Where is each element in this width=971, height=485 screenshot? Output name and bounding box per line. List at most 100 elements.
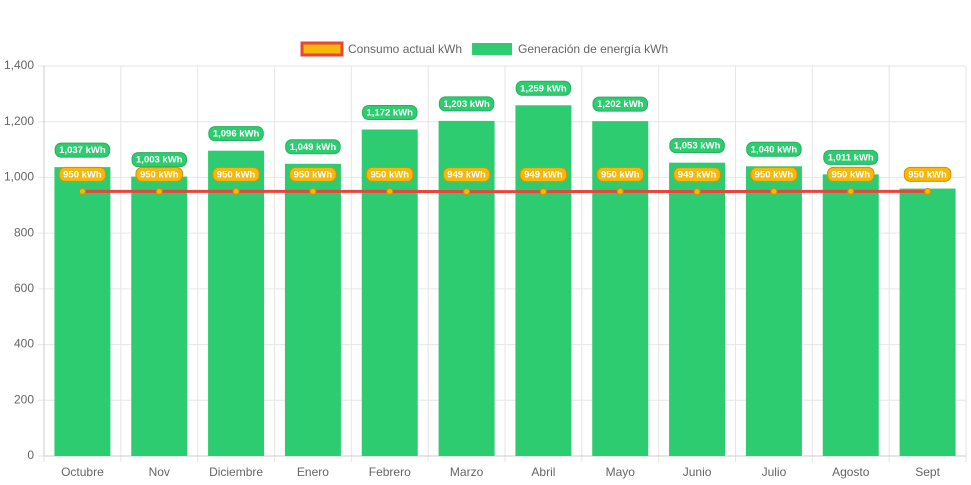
bar-value-label: 1,037 kWh xyxy=(54,142,111,158)
bar xyxy=(361,129,418,456)
bar-value-label: 1,053 kWh xyxy=(669,138,725,154)
value-label: 1,203 kWh xyxy=(443,99,490,110)
bar-value-label: 1,259 kWh xyxy=(515,80,572,96)
value-label: 950 kWh xyxy=(755,169,794,180)
line-value-label: 950 kWh xyxy=(135,166,184,182)
value-label: 949 kWh xyxy=(678,170,717,181)
bar-value-label: 1,011 kWh xyxy=(823,149,879,165)
value-label-box xyxy=(362,105,418,121)
value-label-box xyxy=(592,96,648,112)
y-tick-label: 0 xyxy=(27,448,34,462)
y-tick-label: 1,400 xyxy=(4,58,34,72)
line-value-label: 950 kWh xyxy=(365,166,414,182)
line-value-label: 950 kWh xyxy=(212,166,260,182)
bar-value-label: 1,096 kWh xyxy=(208,126,264,142)
value-label: 950 kWh xyxy=(140,169,179,180)
value-label-box xyxy=(826,166,875,182)
bar-value-label: 1,202 kWh xyxy=(592,96,648,112)
value-label: 1,096 kWh xyxy=(213,129,260,140)
bar-value-label: 1,049 kWh xyxy=(285,139,341,155)
x-tick-label: Mayo xyxy=(606,465,636,479)
value-label-box xyxy=(289,166,337,182)
value-label-box xyxy=(669,138,725,154)
bar xyxy=(515,105,572,457)
value-label: 1,053 kWh xyxy=(674,141,721,152)
bar xyxy=(899,188,956,457)
x-tick-label: Abril xyxy=(531,465,555,479)
value-label: 949 kWh xyxy=(524,170,563,181)
line-point xyxy=(155,187,163,195)
bar-value-label: 1,040 kWh xyxy=(746,141,802,157)
x-tick-label: Enero xyxy=(297,465,329,479)
value-label: 949 kWh xyxy=(447,170,486,181)
bar xyxy=(745,166,802,457)
line-value-label: 950 kWh xyxy=(750,166,798,182)
value-label: 1,172 kWh xyxy=(367,108,414,119)
value-label-box xyxy=(438,96,495,112)
value-label: 950 kWh xyxy=(63,169,102,180)
value-label: 950 kWh xyxy=(831,169,870,180)
line-point xyxy=(770,187,778,195)
line-value-label: 949 kWh xyxy=(442,167,491,183)
value-label-box xyxy=(285,139,341,155)
value-label: 950 kWh xyxy=(370,169,409,180)
value-label: 1,202 kWh xyxy=(597,99,644,110)
y-tick-label: 200 xyxy=(14,392,34,406)
bar-value-label: 1,003 kWh xyxy=(131,152,187,168)
line-point xyxy=(232,187,240,195)
line-point xyxy=(309,187,317,195)
x-tick-label: Junio xyxy=(683,465,712,479)
line-value-label: 950 kWh xyxy=(58,166,107,182)
value-label: 1,259 kWh xyxy=(520,83,567,94)
value-label-box xyxy=(519,167,568,183)
legend: Consumo actual kWh Generación de energía … xyxy=(300,41,668,57)
y-tick-label: 1,000 xyxy=(4,170,34,184)
legend-label: Generación de energía kWh xyxy=(518,42,668,56)
line-value-label: 949 kWh xyxy=(673,167,721,183)
value-label-box xyxy=(208,126,264,142)
value-label-box xyxy=(212,166,260,182)
line-value-label: 950 kWh xyxy=(289,166,337,182)
bar xyxy=(822,174,879,456)
x-tick-label: Agosto xyxy=(832,465,870,479)
bar xyxy=(131,176,188,457)
line-value-label: 950 kWh xyxy=(596,166,645,182)
x-tick-label: Diciembre xyxy=(209,465,263,479)
value-label-box xyxy=(54,142,111,158)
bar xyxy=(208,150,265,456)
line-value-label: 950 kWh xyxy=(826,166,875,182)
value-label-box xyxy=(135,166,184,182)
x-tick-label: Nov xyxy=(149,465,170,479)
bar xyxy=(669,162,726,456)
value-label: 1,003 kWh xyxy=(136,155,183,166)
legend-label: Consumo actual kWh xyxy=(348,42,462,56)
value-label: 1,049 kWh xyxy=(290,142,337,153)
value-label-box xyxy=(515,80,572,96)
line-value-label: 949 kWh xyxy=(519,167,568,183)
legend-swatch xyxy=(300,41,344,57)
line-point xyxy=(386,187,394,195)
value-label: 1,011 kWh xyxy=(828,152,874,163)
line-point xyxy=(616,187,624,195)
value-label-box xyxy=(903,166,952,182)
line-value-label: 950 kWh xyxy=(903,166,952,182)
line-point xyxy=(78,187,86,195)
value-label-box xyxy=(442,167,491,183)
value-label: 950 kWh xyxy=(294,169,333,180)
value-label-box xyxy=(596,166,645,182)
x-tick-label: Julio xyxy=(762,465,787,479)
line-point xyxy=(847,187,855,195)
value-label: 950 kWh xyxy=(217,169,256,180)
x-tick-label: Marzo xyxy=(450,465,484,479)
value-label-box xyxy=(823,149,879,165)
value-label-box xyxy=(673,167,721,183)
y-tick-label: 800 xyxy=(14,225,34,239)
line-point xyxy=(539,188,547,196)
y-tick-label: 600 xyxy=(14,281,34,295)
bar-value-label: 1,203 kWh xyxy=(438,96,495,112)
value-label-box xyxy=(750,166,798,182)
bar xyxy=(284,163,341,456)
value-label: 1,037 kWh xyxy=(59,145,106,156)
value-label-box xyxy=(58,166,107,182)
